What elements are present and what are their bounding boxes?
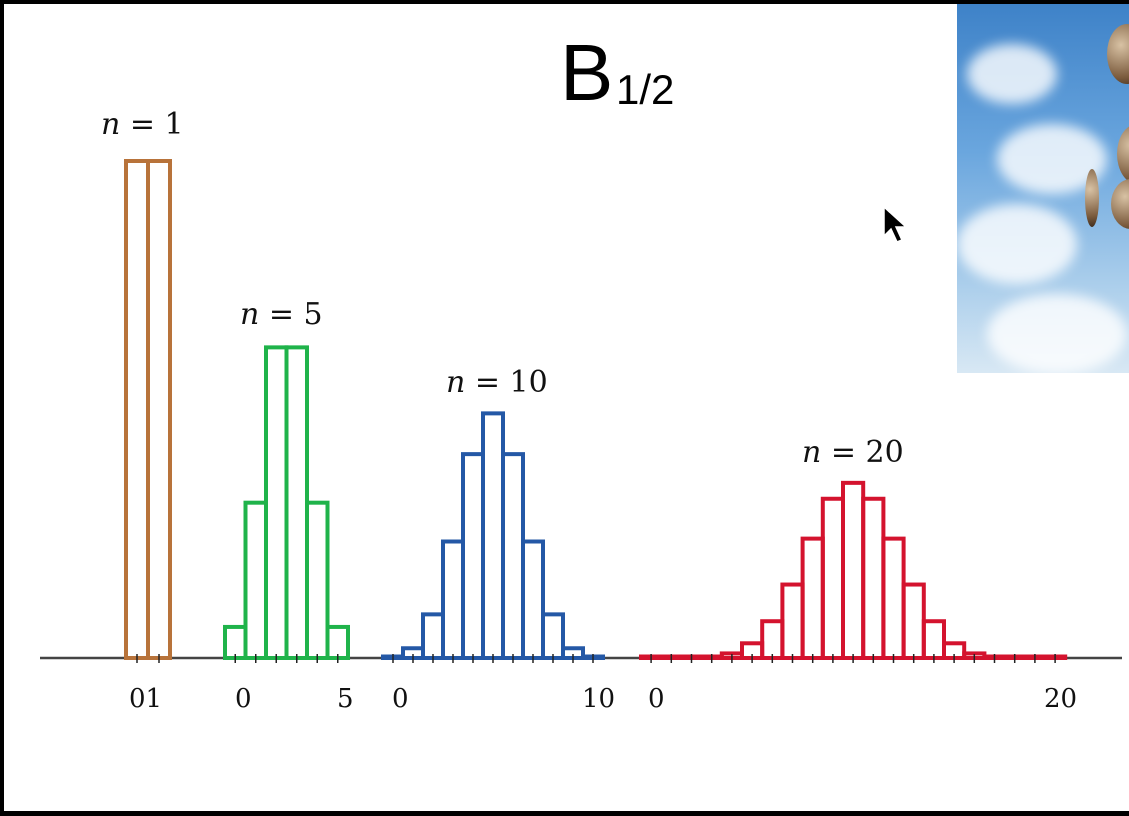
- series-label-n1: n = 1: [101, 107, 184, 142]
- bar-n10-x3: [441, 539, 465, 660]
- chart-title-subscript: 1/2: [616, 66, 674, 113]
- bar-n20-x11: [861, 496, 886, 660]
- chart-title: B: [560, 28, 613, 117]
- bar-n10-x2: [421, 612, 445, 661]
- series-label-n5: n = 5: [240, 297, 323, 332]
- bar-n5-x1: [243, 500, 268, 660]
- bar-n20-x10: [841, 480, 866, 661]
- bar-n1-x0: [124, 159, 150, 660]
- tick-label-n1-0: 01: [129, 684, 162, 714]
- bar-n20-x7: [780, 582, 805, 660]
- bar-n20-x14: [921, 619, 946, 660]
- bar-n5-x5: [325, 624, 350, 660]
- bar-n10-x8: [541, 612, 565, 661]
- bar-n5-x4: [305, 500, 330, 660]
- tick-label-n5-0: 0: [235, 684, 252, 714]
- binomial-histograms-chart: B 1/2 n = 1 01 n = 5 0 5 n = 10 0 10 n = 20 0 20: [40, 28, 1122, 714]
- tick-label-n5-1: 5: [337, 684, 354, 714]
- bar-n20-x8: [800, 536, 825, 661]
- series-label-n10: n = 10: [446, 365, 548, 400]
- arrow-cursor-icon: [883, 205, 908, 243]
- bar-n20-x6: [760, 619, 785, 660]
- bar-n10-x7: [521, 539, 545, 660]
- bar-n20-x9: [820, 496, 845, 660]
- tick-label-n20-0: 0: [648, 684, 665, 714]
- bar-n10-x4: [461, 452, 485, 660]
- tick-label-n10-1: 10: [582, 684, 615, 714]
- tick-label-n20-1: 20: [1044, 684, 1077, 714]
- bar-n20-x13: [901, 582, 926, 660]
- tick-label-n10-0: 0: [392, 684, 409, 714]
- bar-n5-x0: [223, 624, 248, 660]
- bar-n10-x5: [481, 411, 505, 660]
- bar-n1-x1: [146, 159, 172, 660]
- series-label-n20: n = 20: [802, 435, 904, 470]
- flipping-coins-photo: [957, 4, 1129, 373]
- bar-n10-x6: [501, 452, 525, 660]
- bar-n20-x12: [881, 536, 906, 661]
- bar-n5-x3: [284, 345, 309, 660]
- slide: B 1/2 n = 1 01 n = 5 0 5 n = 10 0 10 n = 20 0 20: [4, 4, 1129, 811]
- bar-n5-x2: [264, 345, 289, 660]
